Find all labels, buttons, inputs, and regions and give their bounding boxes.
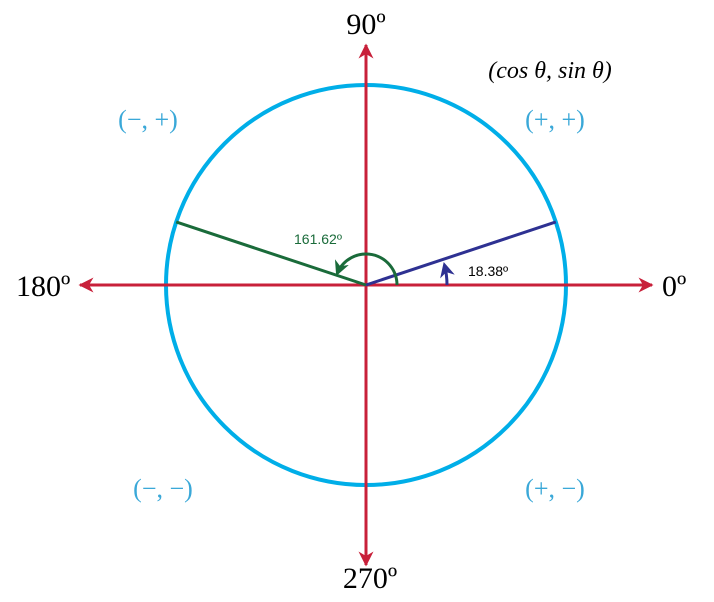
label-0-degrees: 0º [662, 270, 686, 303]
terminal-angle-arc [334, 252, 399, 286]
label-270-degrees: 270º [343, 562, 397, 595]
terminal-angle-ray [175, 220, 367, 287]
label-180-degrees: 180º [16, 270, 70, 303]
quadrant-2-signs: (−, +) [118, 105, 178, 134]
label-90-degrees: 90º [346, 8, 385, 41]
quadrant-3-signs: (−, −) [133, 474, 193, 503]
quadrant-4-signs: (+, −) [525, 474, 585, 503]
reference-angle-arc [440, 261, 455, 286]
coordinate-label: (cos θ, sin θ) [488, 58, 612, 84]
quadrant-1-signs: (+, +) [525, 105, 585, 134]
reference-angle-label: 18.38º [468, 263, 508, 279]
reference-angle-ray [365, 220, 557, 287]
terminal-angle-label: 161.62º [294, 231, 342, 247]
